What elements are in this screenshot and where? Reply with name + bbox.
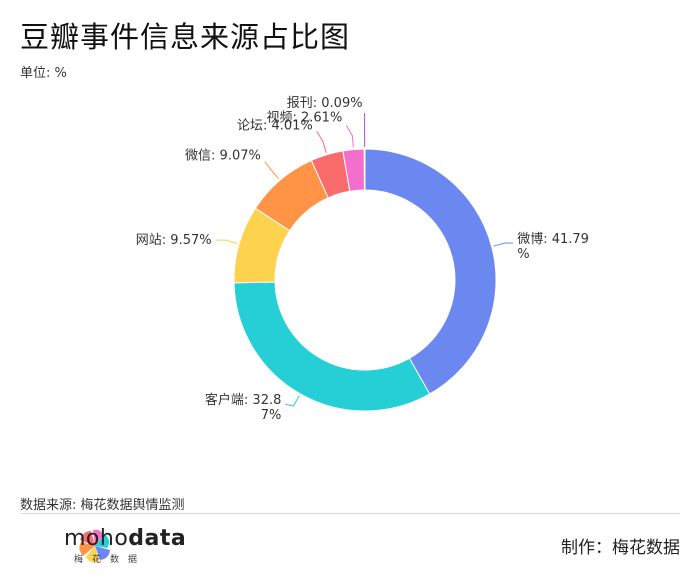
leader-line-网站	[215, 239, 238, 244]
leader-line-微博	[493, 242, 514, 247]
leader-line-客户端	[285, 395, 300, 407]
data-label-微博: 微博: 41.79%	[517, 232, 589, 262]
unit-label: 单位: %	[20, 66, 67, 81]
leader-line-微信	[264, 161, 280, 180]
data-label-论坛: 论坛: 4.01%	[237, 118, 313, 133]
credit-label: 制作：梅花数据	[561, 538, 680, 558]
leader-line-视频	[345, 125, 354, 148]
chart-title: 豆瓣事件信息来源占比图	[20, 20, 351, 54]
slice-报刊	[363, 148, 366, 191]
data-label-客户端: 客户端: 32.8 7%	[205, 392, 281, 423]
leader-line-论坛	[316, 131, 327, 153]
data-label-视频: 视频: 2.61%	[266, 111, 342, 126]
footer-divider	[20, 513, 680, 514]
data-source: 数据来源: 梅花数据舆情监测	[20, 498, 185, 513]
slice-客户端	[233, 281, 431, 412]
donut-chart: 微博: 41.79 % 客户端: 32.8 7% 网站: 9.57% 微信: 9.07% 论…	[136, 96, 589, 423]
brand-subtitle: 梅花数据	[74, 555, 147, 565]
data-label-微信: 微信: 9.07%	[185, 149, 261, 164]
slice-微博	[364, 148, 497, 395]
data-label-网站: 网站: 9.57%	[136, 233, 212, 248]
data-label-报刊: 报刊: 0.09%	[287, 96, 363, 111]
mohodata-logo-icon	[79, 529, 110, 563]
brand-wordmark: mohodata	[64, 526, 187, 551]
